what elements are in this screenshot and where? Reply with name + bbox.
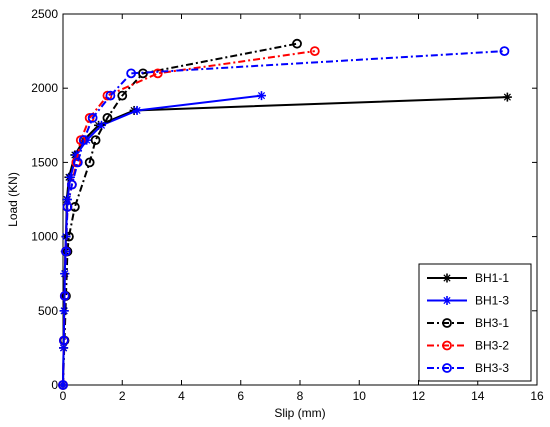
x-axis-label: Slip (mm) xyxy=(274,406,325,420)
y-tick-label: 1500 xyxy=(31,155,58,169)
data-point xyxy=(90,135,101,146)
legend-label: BH3-2 xyxy=(475,339,509,353)
data-point xyxy=(75,135,86,146)
series-line xyxy=(62,50,505,386)
legend: BH1-1 BH1-3 BH3-1 BH3-2 BH3-3 xyxy=(418,263,532,382)
data-point xyxy=(58,335,69,346)
x-tick-label: 8 xyxy=(297,389,304,403)
legend-label: BH3-3 xyxy=(475,361,509,375)
legend-marker xyxy=(442,296,452,305)
x-tick-label: 10 xyxy=(353,389,367,403)
legend-marker xyxy=(442,318,452,328)
legend-label: BH1-1 xyxy=(475,271,509,285)
x-tick-label: 16 xyxy=(530,389,544,403)
data-point xyxy=(502,92,512,102)
legend-entry: BH1-1 xyxy=(427,271,509,285)
y-axis-label: Load (KN) xyxy=(6,172,20,227)
y-tick-label: 0 xyxy=(51,378,58,392)
data-point xyxy=(61,246,71,257)
legend-label: BH3-1 xyxy=(475,316,509,330)
data-point xyxy=(87,112,98,123)
data-point xyxy=(132,105,142,115)
data-point xyxy=(78,135,89,146)
legend-entry: BH1-3 xyxy=(427,294,509,308)
y-tick-label: 1000 xyxy=(31,230,58,244)
y-tick-label: 500 xyxy=(38,304,58,318)
legend-entry: BH3-3 xyxy=(427,361,509,375)
legend-label: BH1-3 xyxy=(475,294,509,308)
y-tick-label: 2000 xyxy=(31,81,58,95)
y-tick-label: 2500 xyxy=(31,7,58,21)
legend-entry: BH3-1 xyxy=(427,316,509,330)
data-point xyxy=(84,157,95,168)
series-layer xyxy=(58,38,512,390)
x-tick-label: 0 xyxy=(60,389,67,403)
data-point xyxy=(292,38,302,49)
data-point xyxy=(309,46,320,56)
series-bh3-3 xyxy=(58,46,510,390)
legend-marker xyxy=(442,363,452,373)
data-point xyxy=(256,91,266,101)
x-tick-label: 4 xyxy=(178,389,185,403)
data-point xyxy=(72,157,83,168)
data-point xyxy=(105,90,116,101)
data-point xyxy=(152,68,163,79)
data-point xyxy=(66,179,77,190)
series-line xyxy=(62,42,298,386)
legend-entry: BH3-2 xyxy=(427,339,509,353)
x-tick-label: 6 xyxy=(237,389,244,403)
data-point xyxy=(62,195,72,204)
data-point xyxy=(58,380,68,390)
x-tick-label: 2 xyxy=(119,389,126,403)
y-axis-ticks: 0 500 1000 1500 2000 2500 xyxy=(31,7,537,392)
data-point xyxy=(126,68,137,79)
x-tick-label: 12 xyxy=(412,389,426,403)
legend-marker xyxy=(442,273,452,283)
data-point xyxy=(64,231,74,242)
data-point xyxy=(102,112,113,123)
data-point xyxy=(117,90,128,101)
x-axis-ticks: 0 2 4 6 8 10 12 14 16 xyxy=(60,14,544,403)
data-point xyxy=(62,202,73,212)
data-point xyxy=(499,46,510,56)
legend-marker xyxy=(442,340,452,351)
data-point xyxy=(59,291,70,301)
x-tick-label: 14 xyxy=(471,389,485,403)
